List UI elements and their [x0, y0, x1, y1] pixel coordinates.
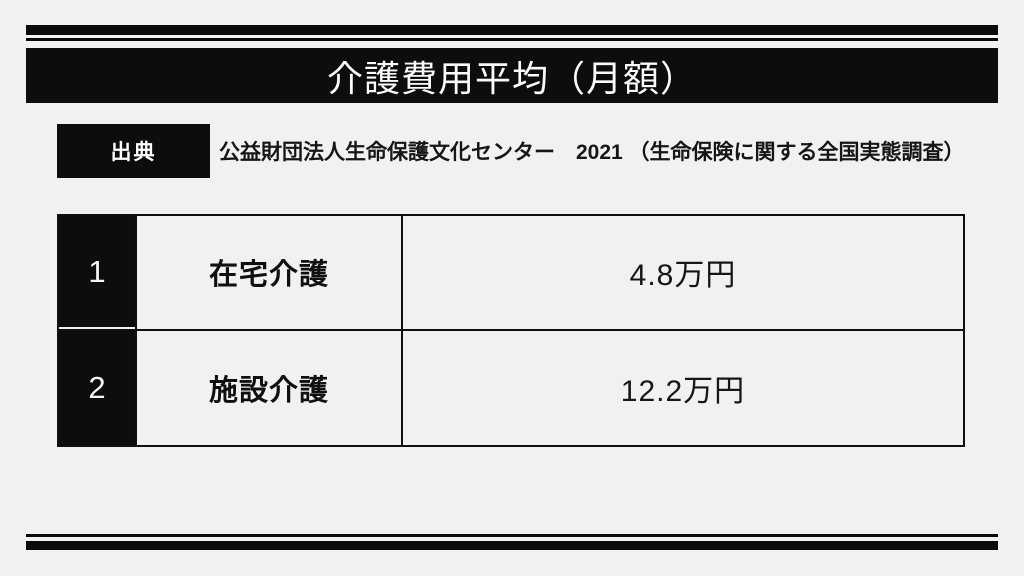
table-row-value: 4.8万円: [403, 216, 963, 331]
page-title: 介護費用平均（月額）: [326, 57, 697, 99]
source-row: 出典 公益財団法人生命保護文化センター 2021 （生命保険に関する全国実態調査…: [57, 124, 965, 178]
bottom-rule-thin: [26, 534, 998, 537]
table-row-label: 在宅介護: [137, 216, 403, 331]
table-row-value: 12.2万円: [620, 374, 746, 408]
top-rule-thin: [26, 38, 998, 41]
source-citation-text: 公益財団法人生命保護文化センター 2021 （生命保険に関する全国実態調査）: [219, 141, 965, 164]
bottom-rule-thick: [26, 541, 998, 550]
care-cost-table: 1 在宅介護 4.8万円 2 施設介護 12.2万円: [57, 214, 965, 447]
table-row-number: 2: [59, 330, 137, 445]
top-rule-thick: [26, 25, 998, 35]
table-row-number: 1: [59, 216, 137, 331]
source-label-badge: 出典: [57, 124, 210, 178]
table-row-label: 施設介護: [137, 330, 403, 445]
title-bar: 介護費用平均（月額）: [26, 48, 998, 103]
